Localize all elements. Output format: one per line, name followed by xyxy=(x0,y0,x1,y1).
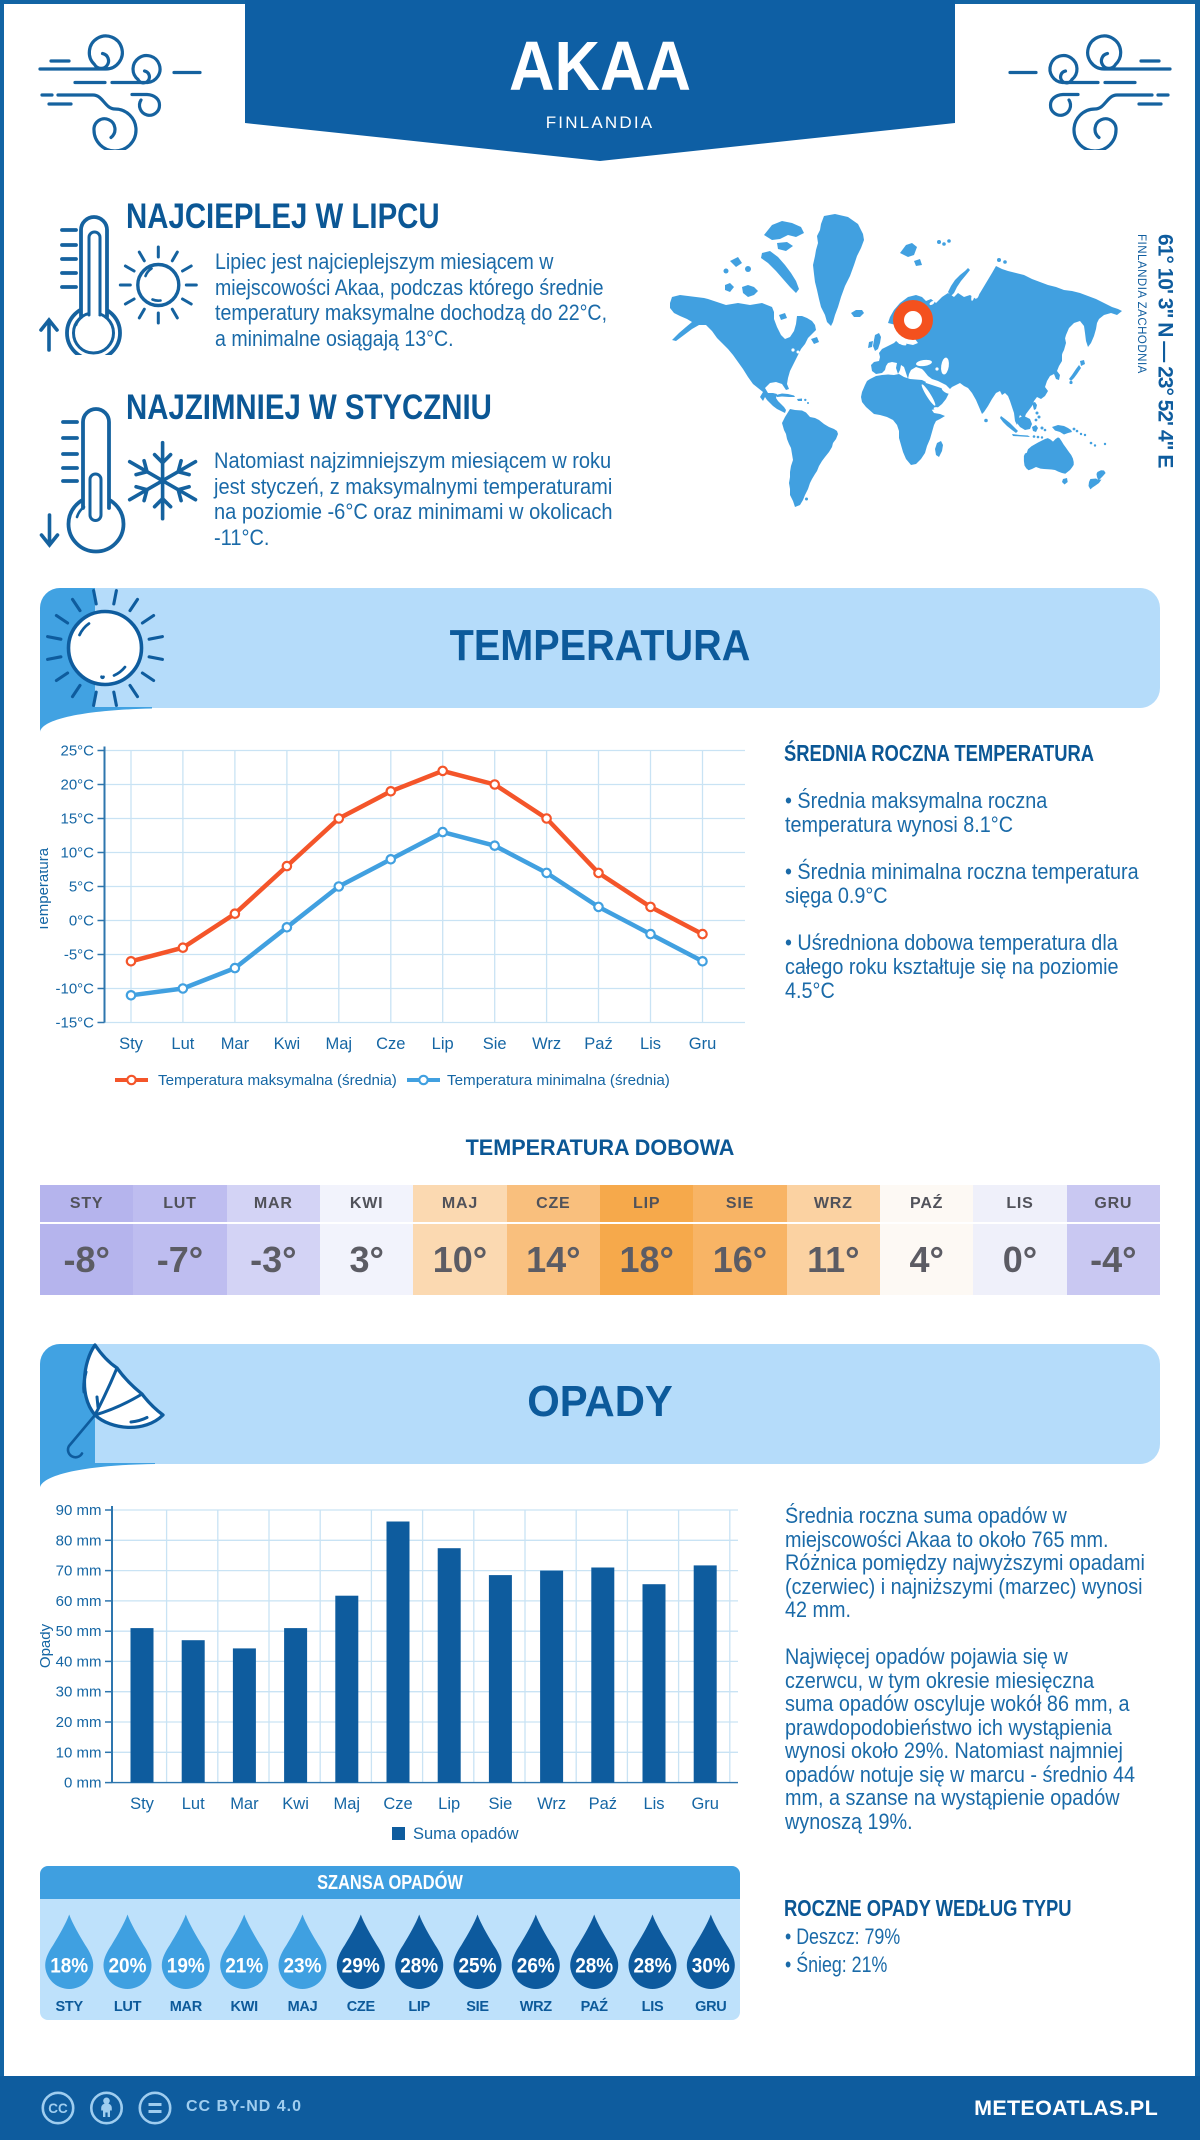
svg-text:WRZ: WRZ xyxy=(520,1999,553,2015)
svg-text:Sty: Sty xyxy=(130,1795,155,1813)
svg-text:29%: 29% xyxy=(342,1954,380,1978)
svg-text:70 mm: 70 mm xyxy=(56,1563,102,1580)
svg-text:Maj: Maj xyxy=(326,1035,353,1053)
svg-text:80 mm: 80 mm xyxy=(56,1532,102,1549)
svg-text:30 mm: 30 mm xyxy=(56,1684,102,1701)
svg-text:28%: 28% xyxy=(400,1954,438,1978)
svg-text:25°C: 25°C xyxy=(60,743,94,760)
svg-text:Gru: Gru xyxy=(689,1035,717,1053)
svg-text:90 mm: 90 mm xyxy=(56,1502,102,1519)
svg-text:Wrz: Wrz xyxy=(532,1035,561,1053)
svg-text:19%: 19% xyxy=(167,1954,205,1978)
svg-text:Mar: Mar xyxy=(230,1795,259,1813)
svg-text:Temperatura minimalna (średnia: Temperatura minimalna (średnia) xyxy=(447,1072,670,1089)
svg-text:20°C: 20°C xyxy=(60,777,94,794)
svg-text:-15°C: -15°C xyxy=(55,1015,94,1032)
svg-text:Cze: Cze xyxy=(376,1035,405,1053)
svg-text:MAR: MAR xyxy=(170,1999,203,2015)
svg-text:Suma opadów: Suma opadów xyxy=(413,1825,519,1843)
svg-text:26%: 26% xyxy=(517,1954,555,1978)
svg-text:60 mm: 60 mm xyxy=(56,1593,102,1610)
svg-text:Wrz: Wrz xyxy=(537,1795,566,1813)
svg-text:Paź: Paź xyxy=(589,1795,617,1813)
svg-text:Paź: Paź xyxy=(584,1035,612,1053)
svg-text:CZE: CZE xyxy=(347,1999,376,2015)
svg-text:SIE: SIE xyxy=(466,1999,489,2015)
svg-text:PAŹ: PAŹ xyxy=(581,1998,608,2015)
svg-text:28%: 28% xyxy=(575,1954,613,1978)
svg-text:50 mm: 50 mm xyxy=(56,1623,102,1640)
svg-text:20 mm: 20 mm xyxy=(56,1714,102,1731)
svg-text:15°C: 15°C xyxy=(60,811,94,828)
svg-text:LUT: LUT xyxy=(114,1999,142,2015)
svg-text:STY: STY xyxy=(56,1999,84,2015)
svg-text:40 mm: 40 mm xyxy=(56,1653,102,1670)
svg-text:Lut: Lut xyxy=(182,1795,205,1813)
svg-text:Cze: Cze xyxy=(383,1795,412,1813)
svg-text:Sie: Sie xyxy=(483,1035,507,1053)
svg-text:30%: 30% xyxy=(692,1954,730,1978)
svg-text:28%: 28% xyxy=(634,1954,672,1978)
svg-text:Sie: Sie xyxy=(488,1795,512,1813)
svg-text:0°C: 0°C xyxy=(69,913,94,930)
svg-text:5°C: 5°C xyxy=(69,879,94,896)
svg-text:Temperatura: Temperatura xyxy=(40,847,52,932)
svg-text:Lip: Lip xyxy=(438,1795,460,1813)
svg-text:CC: CC xyxy=(48,2101,68,2116)
svg-text:Lip: Lip xyxy=(432,1035,454,1053)
svg-text:10 mm: 10 mm xyxy=(56,1744,102,1761)
svg-text:Kwi: Kwi xyxy=(282,1795,309,1813)
svg-text:23%: 23% xyxy=(284,1954,322,1978)
svg-text:Lut: Lut xyxy=(171,1035,194,1053)
svg-text:Lis: Lis xyxy=(643,1795,664,1813)
svg-text:GRU: GRU xyxy=(695,1999,726,2015)
svg-text:25%: 25% xyxy=(459,1954,497,1978)
svg-text:10°C: 10°C xyxy=(60,845,94,862)
svg-text:Gru: Gru xyxy=(691,1795,719,1813)
svg-text:-10°C: -10°C xyxy=(55,981,94,998)
svg-text:Temperatura maksymalna (średni: Temperatura maksymalna (średnia) xyxy=(158,1072,397,1089)
svg-text:18%: 18% xyxy=(50,1954,88,1978)
svg-text:Lis: Lis xyxy=(640,1035,661,1053)
svg-text:Sty: Sty xyxy=(119,1035,144,1053)
svg-text:LIS: LIS xyxy=(642,1999,664,2015)
svg-text:Maj: Maj xyxy=(334,1795,361,1813)
svg-text:Mar: Mar xyxy=(221,1035,250,1053)
svg-text:0 mm: 0 mm xyxy=(64,1775,102,1792)
svg-text:Kwi: Kwi xyxy=(274,1035,301,1053)
svg-text:21%: 21% xyxy=(225,1954,263,1978)
svg-text:Opady: Opady xyxy=(40,1623,54,1668)
svg-text:LIP: LIP xyxy=(408,1999,430,2015)
svg-text:KWI: KWI xyxy=(231,1999,259,2015)
svg-text:-5°C: -5°C xyxy=(64,947,94,964)
svg-text:20%: 20% xyxy=(109,1954,147,1978)
svg-text:MAJ: MAJ xyxy=(288,1999,318,2015)
